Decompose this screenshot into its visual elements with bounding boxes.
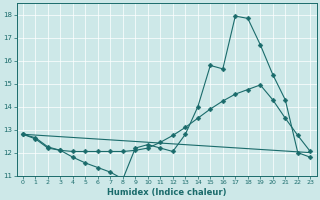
X-axis label: Humidex (Indice chaleur): Humidex (Indice chaleur) xyxy=(107,188,226,197)
